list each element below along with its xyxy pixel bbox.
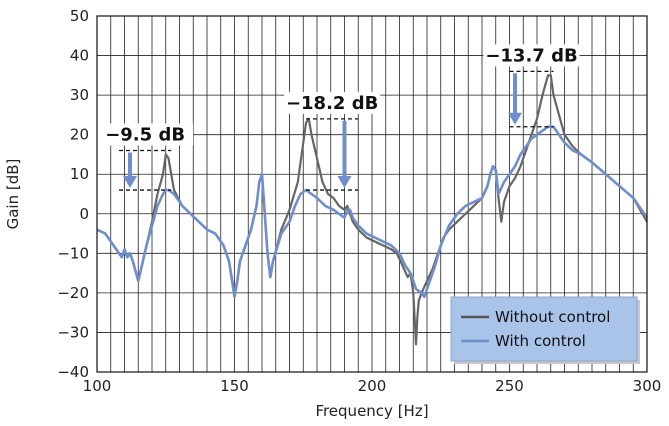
y-tick-label: 0 [79,205,89,223]
y-tick-label: 50 [70,7,89,25]
annotation-label-bg [483,44,580,67]
y-tick-label: 20 [70,126,89,144]
annotation-reduction: −13.7 dB [483,44,580,128]
annotation-label: −18.2 dB [286,93,378,114]
annotation-label-bg [284,91,381,114]
y-axis-title: Gain [dB] [4,159,22,230]
legend: Without control With control [450,296,640,364]
y-tick-label: 40 [70,47,89,65]
series-line-with-control [96,125,649,299]
x-tick-label: 300 [633,377,662,395]
arrow-head [337,176,352,189]
x-tick-label: 250 [495,377,524,395]
y-tick-label: −10 [57,244,89,262]
y-tick-label: 10 [70,165,89,183]
annotations: −9.5 dB −18.2 dB −13.7 dB [97,44,580,191]
annotation-label: −13.7 dB [485,45,577,66]
x-tick-label: 200 [358,377,387,395]
legend-label: Without control [495,308,610,326]
series-layer [96,74,649,346]
legend-box [450,296,638,362]
x-axis-title: Frequency [Hz] [315,402,428,420]
y-tick-label: −30 [57,323,89,341]
plot-frame [96,15,648,373]
x-tick-label: 150 [220,377,249,395]
annotation-reduction: −9.5 dB [97,123,194,191]
tick-labels: 100 150 200 250 300 −40 −30 −20 −10 0 10 20 30 40 50 [57,7,661,395]
annotation-reduction: −18.2 dB [284,91,381,191]
arrow-head [123,176,137,189]
annotation-label-bg [97,123,194,146]
annotation-label: −9.5 dB [105,124,185,145]
arrow-head [508,112,522,125]
x-tick-label: 100 [83,377,112,395]
y-tick-label: 30 [70,86,89,104]
legend-label: With control [495,332,586,350]
y-tick-label: −40 [57,363,89,381]
y-tick-label: −20 [57,284,89,302]
